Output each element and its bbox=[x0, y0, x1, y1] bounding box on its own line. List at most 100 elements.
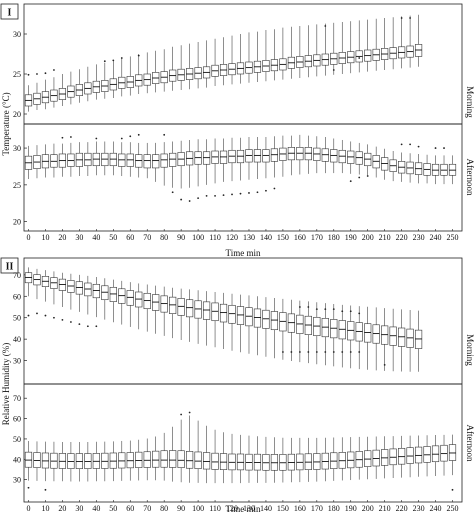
pI-morning-outlier bbox=[103, 60, 106, 63]
panel-I-tag: I bbox=[8, 8, 12, 19]
pII-morning-outlier bbox=[61, 318, 64, 321]
pI-afternoon-xtick-label: 250 bbox=[447, 233, 459, 242]
pI-morning-outlier bbox=[27, 73, 30, 76]
pII-afternoon-xtick-label: 90 bbox=[177, 504, 185, 513]
pI-afternoon-xtick-label: 90 bbox=[177, 233, 185, 242]
pI-afternoon-outlier bbox=[273, 187, 276, 190]
pI-morning-ytick-label: 20 bbox=[13, 110, 21, 119]
panel-II-morning-label: Morning bbox=[465, 334, 474, 366]
pII-morning-ytick-label: 50 bbox=[13, 314, 21, 323]
pI-afternoon-outlier bbox=[120, 137, 123, 140]
pII-afternoon-xtick-label: 0 bbox=[27, 504, 31, 513]
pII-morning-outlier bbox=[341, 351, 344, 353]
pII-afternoon-box bbox=[219, 453, 228, 470]
pII-morning-outlier bbox=[349, 310, 352, 313]
pII-afternoon-xtick-label: 180 bbox=[328, 504, 340, 513]
pI-afternoon-outlier bbox=[248, 192, 250, 194]
pI-morning-outlier bbox=[44, 72, 47, 75]
pII-afternoon-xtick-label: 240 bbox=[430, 504, 442, 513]
pII-morning-outlier bbox=[290, 351, 293, 353]
pI-morning-outlier bbox=[137, 54, 140, 57]
pII-morning-box bbox=[186, 299, 194, 318]
panel-II-ylabel: Relative Humidity (%) bbox=[1, 343, 11, 425]
pII-morning-box bbox=[169, 296, 177, 314]
pI-morning-outlier bbox=[409, 17, 411, 19]
pII-afternoon-xtick-label: 40 bbox=[92, 504, 100, 513]
pII-morning-outlier bbox=[324, 308, 327, 311]
pII-morning-outlier bbox=[349, 351, 352, 353]
pI-afternoon-xtick-label: 140 bbox=[260, 233, 272, 242]
pII-afternoon-outlier bbox=[451, 488, 454, 491]
pII-morning-ytick-label: 30 bbox=[13, 357, 21, 366]
pII-afternoon-xtick-label: 30 bbox=[75, 504, 83, 513]
pI-afternoon-xtick-label: 40 bbox=[92, 233, 100, 242]
pI-afternoon-xtick-label: 240 bbox=[430, 233, 442, 242]
pI-afternoon-outlier bbox=[265, 189, 267, 192]
panel-II-tag-box bbox=[0, 257, 19, 274]
pII-afternoon-xtick-label: 130 bbox=[243, 504, 255, 513]
pI-afternoon-xtick-label: 230 bbox=[413, 233, 425, 242]
pI-afternoon-xtick-label: 190 bbox=[345, 233, 357, 242]
pII-morning-outlier bbox=[36, 312, 38, 315]
pI-afternoon-ytick-label: 30 bbox=[13, 144, 21, 153]
pI-afternoon-outlier bbox=[231, 193, 233, 196]
pII-afternoon-xtick-label: 190 bbox=[345, 504, 357, 513]
pI-afternoon-xtick-label: 70 bbox=[143, 233, 151, 242]
pII-afternoon-box bbox=[177, 450, 185, 468]
panel-I-afternoon-label: Afternoon bbox=[465, 159, 474, 196]
pI-afternoon-outlier bbox=[188, 200, 191, 202]
pI-afternoon-ytick-label: 25 bbox=[13, 181, 21, 190]
pI-afternoon-outlier bbox=[171, 191, 174, 194]
pII-afternoon-xtick-label: 100 bbox=[192, 504, 204, 513]
pII-morning-outlier bbox=[358, 351, 361, 353]
pII-morning-outlier bbox=[332, 351, 335, 353]
pI-afternoon-xtick-label: 30 bbox=[75, 233, 83, 242]
panel-II: II Relative Humidity (%) Time min Mornin… bbox=[0, 257, 474, 514]
pI-afternoon-box bbox=[169, 152, 177, 167]
pII-afternoon-xtick-label: 210 bbox=[379, 504, 391, 513]
pII-morning-outlier bbox=[86, 325, 89, 328]
pII-morning-outlier bbox=[383, 363, 386, 366]
pII-morning-box bbox=[253, 308, 262, 328]
pII-afternoon-ytick-label: 50 bbox=[13, 435, 21, 444]
pII-afternoon-xtick-label: 80 bbox=[160, 504, 168, 513]
pII-afternoon-outlier bbox=[44, 488, 47, 491]
pII-morning-box bbox=[262, 309, 270, 329]
panel-II-tag: II bbox=[6, 262, 14, 273]
pI-afternoon-xtick-label: 160 bbox=[294, 233, 306, 242]
panel-II-frame bbox=[23, 257, 463, 503]
pI-afternoon-outlier bbox=[214, 194, 216, 197]
pII-morning-ytick-label: 40 bbox=[13, 335, 21, 344]
pI-morning-outlier bbox=[324, 25, 327, 27]
pII-morning-outlier bbox=[307, 351, 310, 353]
pI-morning-ytick-label: 25 bbox=[13, 70, 21, 79]
pI-afternoon-outlier bbox=[163, 133, 166, 136]
panel-I: I Temperature (°C) Time min Morning Afte… bbox=[0, 3, 474, 258]
pI-afternoon-outlier bbox=[239, 192, 242, 195]
pII-morning-outlier bbox=[282, 351, 284, 353]
pII-morning-outlier bbox=[315, 308, 318, 311]
pII-morning-outlier bbox=[358, 312, 361, 315]
pI-morning-outlier bbox=[332, 69, 335, 71]
pII-afternoon-ytick-label: 40 bbox=[13, 455, 21, 464]
pI-afternoon-outlier bbox=[197, 197, 200, 200]
pII-afternoon-box bbox=[152, 450, 160, 468]
pII-afternoon-xtick-label: 10 bbox=[41, 504, 49, 513]
pI-afternoon-outlier bbox=[409, 143, 411, 146]
pII-morning-box bbox=[236, 306, 245, 325]
pII-morning-box bbox=[177, 298, 185, 316]
pII-morning-box bbox=[228, 304, 236, 324]
pI-afternoon-xtick-label: 220 bbox=[396, 233, 408, 242]
pI-afternoon-xtick-label: 110 bbox=[209, 233, 221, 242]
pI-afternoon-outlier bbox=[70, 136, 72, 138]
pII-morning-outlier bbox=[298, 306, 301, 308]
pII-afternoon-xtick-label: 140 bbox=[260, 504, 272, 513]
pII-afternoon-xtick-label: 70 bbox=[143, 504, 151, 513]
pII-afternoon-box bbox=[135, 451, 143, 468]
pII-morning-outlier bbox=[27, 314, 30, 317]
pII-morning-outlier bbox=[324, 351, 327, 353]
pI-afternoon-outlier bbox=[366, 175, 369, 177]
pII-morning-box bbox=[194, 300, 202, 319]
pI-afternoon-outlier bbox=[443, 147, 445, 149]
pII-afternoon-box bbox=[160, 450, 168, 468]
